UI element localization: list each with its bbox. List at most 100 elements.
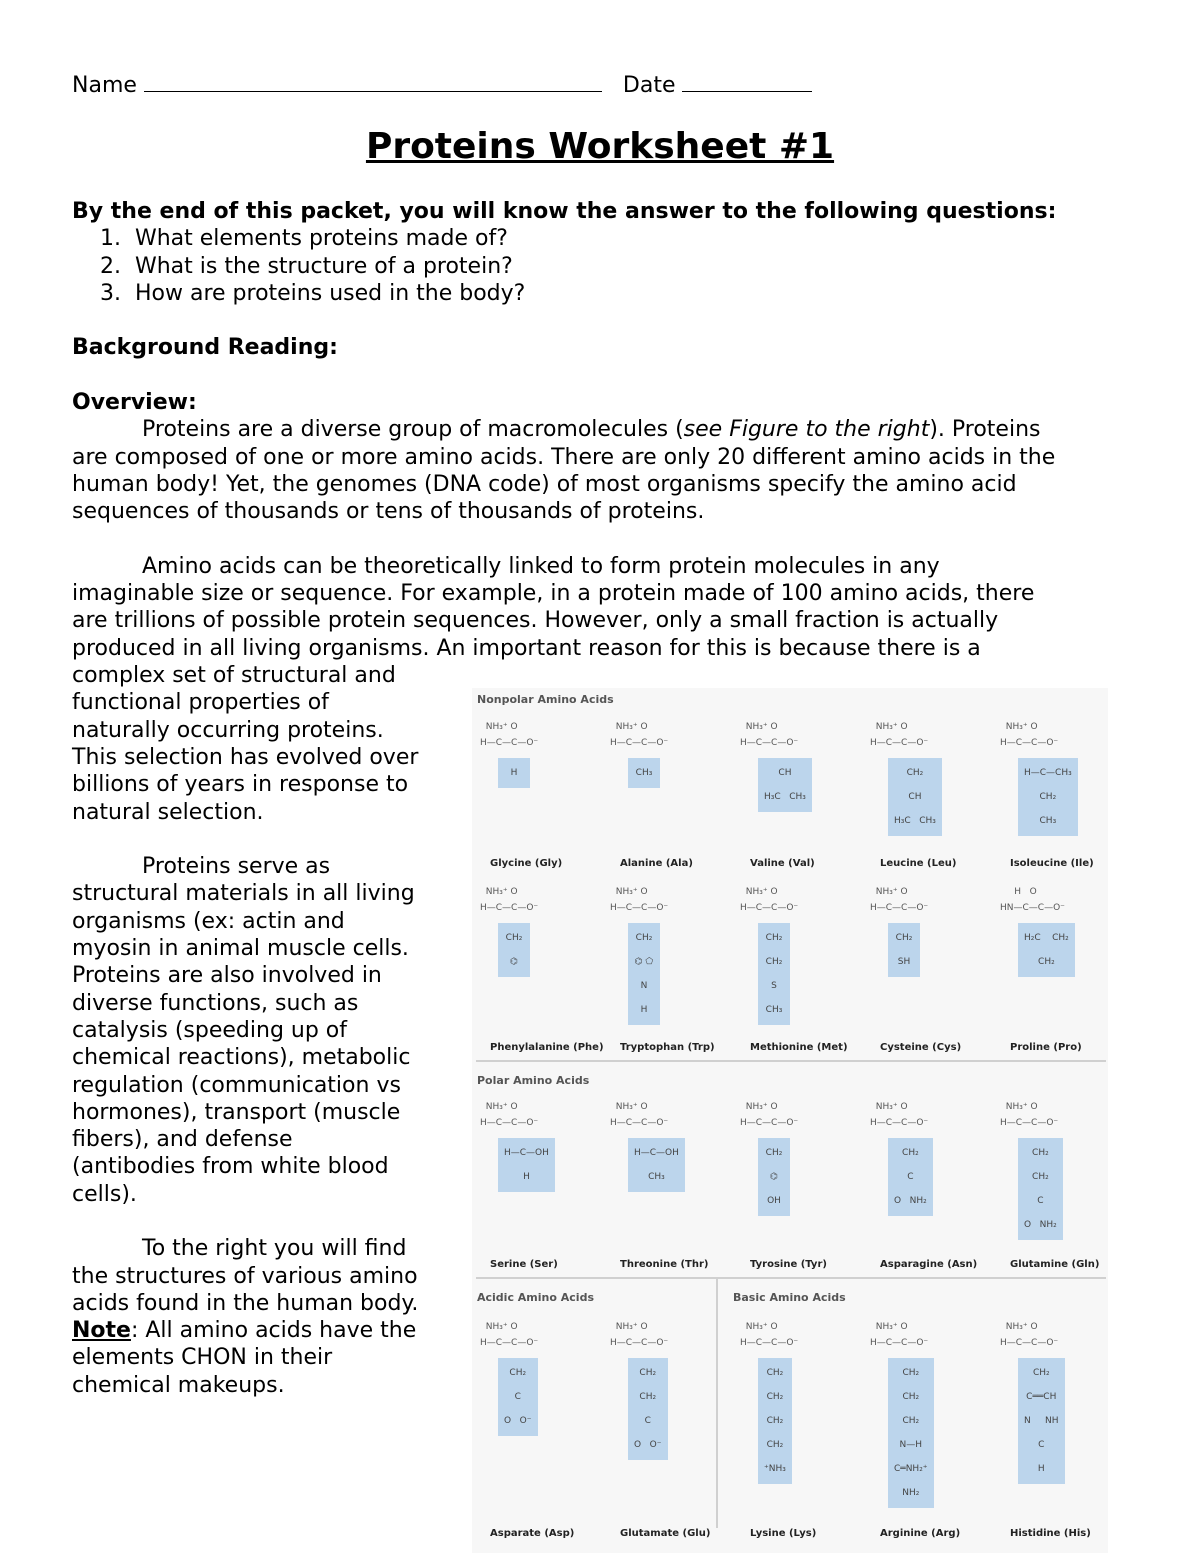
section-title: Basic Amino Acids [733, 1291, 846, 1304]
side-chain-line: CH₃ [635, 768, 653, 778]
backbone-line: H O [1000, 887, 1037, 897]
amino-acid-name: Proline (Pro) [1010, 1042, 1082, 1053]
text-segment: regulation (communication vs [72, 1072, 401, 1098]
side-chain-line: CH₂ [1038, 957, 1055, 967]
backbone-line: H—C—C—O⁻ [610, 738, 669, 748]
text-segment: imaginable size or sequence. For example… [72, 581, 1035, 607]
side-chain: H—C—CH₃ CH₂ CH₃ [1018, 758, 1078, 836]
text-segment: organisms (ex: actin and [72, 908, 345, 934]
side-chain-line: CH₂ [635, 933, 653, 943]
text-segment: To the right you will find [142, 1236, 407, 1262]
amino-acid-name: Valine (Val) [750, 858, 815, 869]
text-line: This selection has evolved over [72, 744, 1152, 771]
side-chain-line: SH [897, 957, 911, 967]
backbone-line: H—C—C—O⁻ [740, 903, 799, 913]
side-chain: CH H₃C CH₃ [758, 758, 812, 812]
text-segment: Overview: [72, 390, 197, 416]
text-segment: produced in all living organisms. An imp… [72, 635, 981, 661]
backbone-line: HN—C—C—O⁻ [1000, 903, 1065, 913]
side-chain-line: CH₃ [648, 1172, 665, 1182]
side-chain-line: OH [767, 1196, 781, 1206]
text-segment: ). Proteins [929, 417, 1041, 443]
text-segment: 1. What elements proteins made of? [100, 226, 508, 252]
text-segment: human body! Yet, the genomes (DNA code) … [72, 471, 1017, 497]
name-field[interactable] [143, 71, 602, 92]
amino-acid-name: Isoleucine (Ile) [1010, 858, 1094, 869]
backbone-line: NH₃⁺ O [1000, 1322, 1038, 1332]
text-segment: are trillions of possible protein sequen… [72, 608, 999, 634]
side-chain-line: ⌬ ⬠ [634, 957, 654, 967]
text-line: myosin in animal muscle cells. [72, 935, 1152, 962]
backbone-line: H—C—C—O⁻ [610, 1338, 669, 1348]
backbone-line: NH₃⁺ O [870, 722, 908, 732]
text-line: organisms (ex: actin and [72, 908, 1152, 935]
text-line: Amino acids can be theoretically linked … [72, 553, 1152, 580]
side-chain-line: H [510, 768, 518, 778]
side-chain-line: O NH₂ [894, 1196, 927, 1206]
text-segment: chemical reactions), metabolic [72, 1045, 411, 1071]
amino-acid-name: Tyrosine (Tyr) [750, 1259, 827, 1270]
side-chain: CH₂ CH₂ C O O⁻ [628, 1358, 668, 1460]
section-title: Nonpolar Amino Acids [477, 693, 614, 706]
text-line: structural materials in all living [72, 880, 1152, 907]
side-chain-line: O O⁻ [634, 1440, 662, 1450]
text-line: are trillions of possible protein sequen… [72, 607, 1152, 634]
amino-acid-name: Glutamine (Gln) [1010, 1259, 1100, 1270]
side-chain-line: C [1038, 1440, 1045, 1450]
backbone-line: H—C—C—O⁻ [610, 1118, 669, 1128]
backbone-line: H—C—C—O⁻ [870, 738, 929, 748]
page-title: Proteins Worksheet #1 [365, 126, 835, 167]
amino-acid-name: Serine (Ser) [490, 1259, 558, 1270]
text-segment: complex set of structural and [72, 663, 396, 689]
side-chain-line: CH₂ [766, 1416, 784, 1426]
text-line: 3. How are proteins used in the body? [72, 280, 1152, 307]
side-chain-line: CH₂ [509, 1368, 527, 1378]
text-segment: Note [72, 1318, 131, 1344]
name-label: Name [72, 73, 137, 98]
side-chain-line: CH₂ [639, 1392, 657, 1402]
text-line: billions of years in response to [72, 771, 1152, 798]
amino-acid-name: Glycine (Gly) [490, 858, 563, 869]
text-line: the structures of various amino [72, 1263, 1152, 1290]
side-chain: H—C—OH CH₃ [628, 1138, 685, 1192]
text-segment: sequences of thousands or tens of thousa… [72, 499, 705, 525]
side-chain: CH₂ SH [888, 923, 920, 977]
backbone-line: H—C—C—O⁻ [870, 1118, 929, 1128]
backbone-line: NH₃⁺ O [870, 1322, 908, 1332]
text-segment: By the end of this packet, you will know… [72, 199, 1057, 224]
text-segment: the structures of various amino [72, 1263, 418, 1289]
side-chain-line: H [640, 1005, 648, 1015]
side-chain-line: H₂C CH₂ [1024, 933, 1069, 943]
side-chain: CH₂ C O NH₂ [888, 1138, 933, 1216]
amino-acid-name: Alanine (Ala) [620, 858, 693, 869]
text-segment: fibers), and defense [72, 1127, 293, 1153]
text-line: 1. What elements proteins made of? [72, 225, 1152, 252]
text-segment: naturally occurring proteins. [72, 717, 384, 743]
backbone-line: NH₃⁺ O [740, 887, 778, 897]
side-chain-line: CH₂ [765, 957, 783, 967]
side-chain: CH₂ CH₂ CH₂ N—H C═NH₂⁺ NH₂ [888, 1358, 934, 1508]
text-line: Background Reading: [72, 334, 1152, 361]
side-chain-line: CH₂ [639, 1368, 657, 1378]
text-segment: : All amino acids have the [130, 1318, 417, 1344]
text-segment: Background Reading: [72, 335, 338, 361]
backbone-line: H—C—C—O⁻ [740, 738, 799, 748]
backbone-line: NH₃⁺ O [610, 1102, 648, 1112]
amino-acid-name: Phenylalanine (Phe) [490, 1042, 604, 1053]
side-chain-line: CH₂ [906, 768, 924, 778]
text-line: human body! Yet, the genomes (DNA code) … [72, 471, 1152, 498]
text-segment: Proteins are also involved in [72, 963, 382, 989]
text-segment: natural selection. [72, 799, 264, 825]
date-field[interactable] [682, 71, 813, 92]
text-line: 2. What is the structure of a protein? [72, 253, 1152, 280]
backbone-line: H—C—C—O⁻ [610, 903, 669, 913]
backbone-line: H—C—C—O⁻ [740, 1118, 799, 1128]
divider [716, 1278, 718, 1528]
text-line: diverse functions, such as [72, 990, 1152, 1017]
side-chain-line: NH₂ [902, 1488, 920, 1498]
text-line: To the right you will find [72, 1235, 1152, 1262]
text-segment: are composed of one or more amino acids.… [72, 444, 1056, 470]
amino-acid-name: Lysine (Lys) [750, 1528, 817, 1539]
side-chain-line: O NH₂ [1024, 1220, 1057, 1230]
backbone-line: NH₃⁺ O [870, 887, 908, 897]
